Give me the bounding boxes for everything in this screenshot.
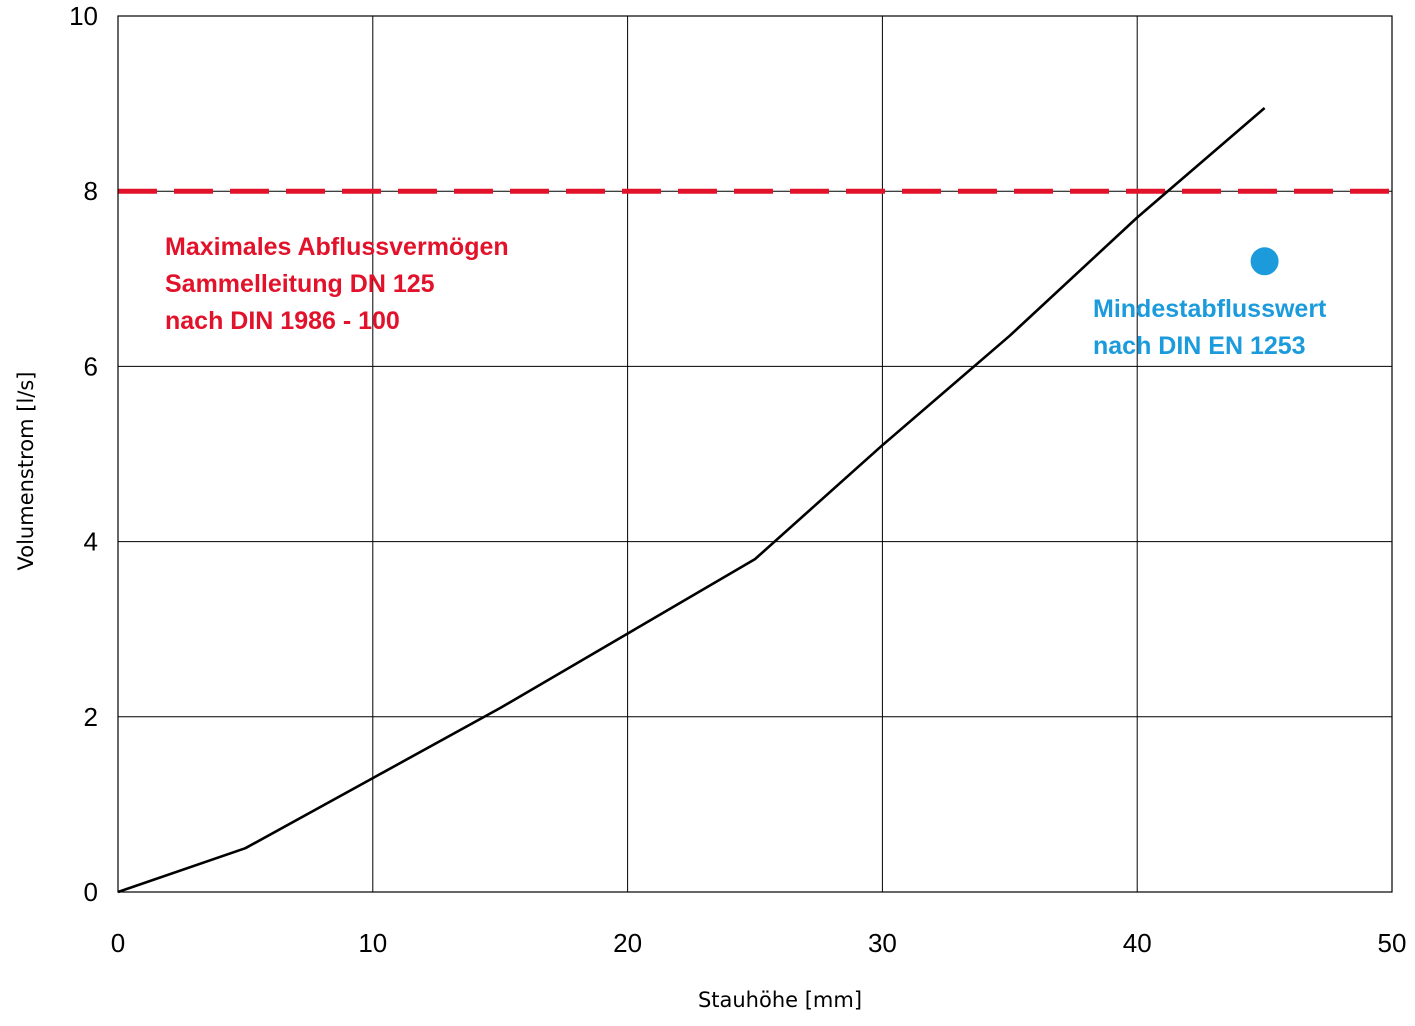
x-axis-title: Stauhöhe [mm] [698,988,862,1012]
x-tick-label: 40 [1123,928,1152,958]
reference-label-line: nach DIN 1986 - 100 [165,307,400,335]
y-tick-label: 4 [84,527,98,557]
y-tick-label: 10 [69,1,98,31]
x-tick-label: 0 [111,928,125,958]
plot-frame [117,15,1393,893]
marker-group [1250,247,1279,276]
x-tick-label: 50 [1378,928,1407,958]
y-axis-title: Volumenstrom [l/s] [14,372,38,571]
reference-label-line: Maximales Abflussvermögen [165,233,509,261]
plot-border [117,15,1393,893]
marker-label-line: Mindestabflusswert [1093,295,1327,323]
y-tick-label: 6 [84,351,98,381]
marker-point [1250,247,1279,276]
y-tick-label: 0 [84,877,98,907]
reference-line-label: Maximales Abflussvermögen Sammelleitung D… [165,233,509,335]
y-tick-label: 2 [84,702,98,732]
marker-label: Mindestabflusswert nach DIN EN 1253 [1093,295,1327,360]
series-line [117,107,1266,894]
marker-label-line: nach DIN EN 1253 [1093,332,1306,360]
reference-label-line: Sammelleitung DN 125 [165,270,435,298]
x-tick-label: 10 [358,928,387,958]
grid [117,15,1393,893]
series-group [117,107,1266,894]
x-tick-label: 20 [613,928,642,958]
y-tick-label: 8 [84,176,98,206]
x-tick-labels: 0 10 20 30 40 50 [111,928,1407,958]
y-tick-labels: 0 2 4 6 8 10 [69,1,98,907]
x-tick-label: 30 [868,928,897,958]
